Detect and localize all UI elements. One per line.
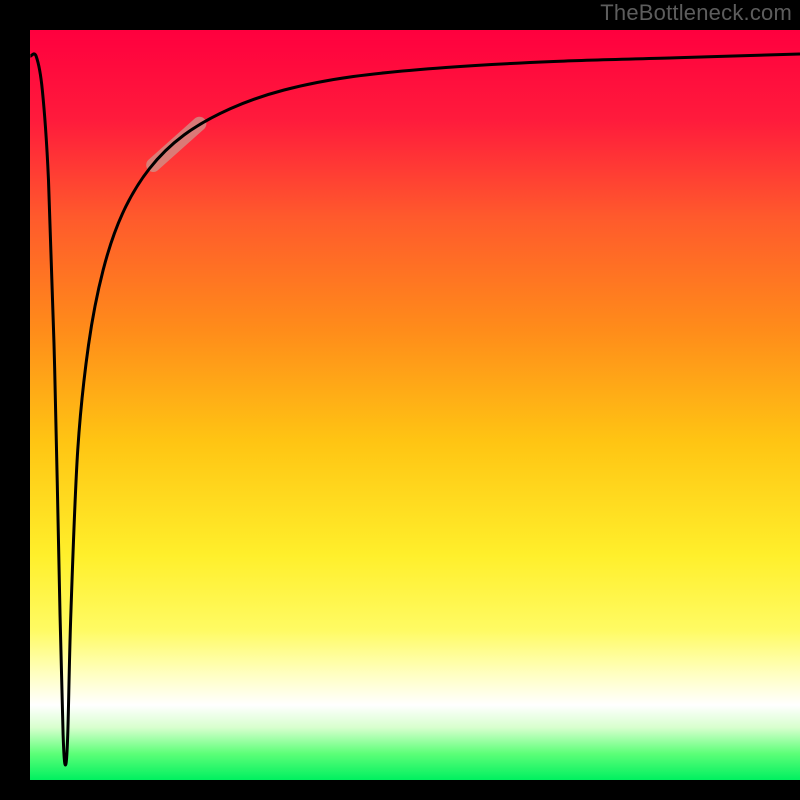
attribution-label: TheBottleneck.com — [600, 0, 792, 26]
chart-container: TheBottleneck.com — [0, 0, 800, 800]
gradient-chart — [0, 0, 800, 800]
plot-background — [30, 30, 800, 780]
